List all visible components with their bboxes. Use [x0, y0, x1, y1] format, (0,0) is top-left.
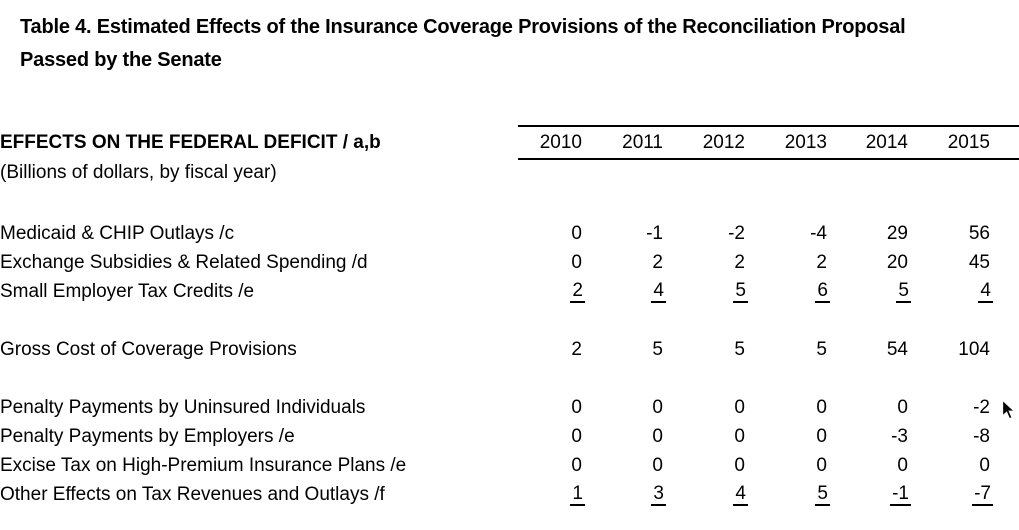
deficit-table: EFFECTS ON THE FEDERAL DEFICIT / a,b 201… — [0, 125, 1019, 509]
value-cell: 5 — [663, 277, 748, 306]
value-cell: 0 — [816, 425, 827, 447]
value-cell: 54 — [886, 338, 908, 360]
value-cell: 0 — [734, 396, 745, 418]
value-cell: 0 — [897, 454, 908, 476]
value-cell: 5 — [734, 338, 745, 360]
value-cell: 4 — [908, 277, 1019, 306]
table-row-medicaid-chip: Medicaid & CHIP Outlays /c 0 -1 -2 -4 29… — [0, 219, 1019, 248]
spacer-row — [0, 187, 1019, 219]
year-column-header: 2011 — [582, 125, 663, 160]
row-label: Penalty Payments by Employers /e — [0, 425, 295, 447]
units-row: (Billions of dollars, by fiscal year) — [0, 159, 1019, 187]
value-cell: 45 — [968, 251, 990, 273]
value-cell: 0 — [816, 454, 827, 476]
deficit-table-wrap: EFFECTS ON THE FEDERAL DEFICIT / a,b 201… — [0, 125, 1019, 509]
value-cell: 0 — [734, 425, 745, 447]
year-column-header: 2013 — [745, 125, 827, 160]
value-cell: 5 — [745, 480, 830, 509]
value-cell: 4 — [663, 480, 748, 509]
spacer-row — [0, 364, 1019, 393]
value-cell: 0 — [571, 251, 582, 273]
row-label: Small Employer Tax Credits /e — [0, 280, 255, 302]
year-column-header: 2010 — [518, 125, 582, 160]
value-cell: 0 — [571, 222, 582, 244]
table-row-small-employer-credits: Small Employer Tax Credits /e 2 4 5 6 5 … — [0, 277, 1019, 306]
year-column-header: 2014 — [827, 125, 908, 160]
value-cell: 56 — [968, 222, 990, 244]
value-cell: 2 — [518, 277, 585, 306]
value-cell: -4 — [810, 222, 827, 244]
row-label: Exchange Subsidies & Related Spending /d — [0, 251, 368, 273]
value-cell: -2 — [973, 396, 990, 418]
table-row-excise-tax: Excise Tax on High-Premium Insurance Pla… — [0, 451, 1019, 480]
row-label: Excise Tax on High-Premium Insurance Pla… — [0, 454, 407, 476]
value-cell: 3 — [582, 480, 666, 509]
table-row-other-effects: Other Effects on Tax Revenues and Outlay… — [0, 480, 1019, 509]
value-cell: 0 — [652, 425, 663, 447]
value-cell: 0 — [897, 396, 908, 418]
value-cell: 0 — [652, 454, 663, 476]
value-cell: 0 — [571, 396, 582, 418]
value-cell: 0 — [571, 454, 582, 476]
year-column-header: 2012 — [663, 125, 745, 160]
section-heading: EFFECTS ON THE FEDERAL DEFICIT / a,b — [0, 131, 381, 153]
row-label: Gross Cost of Coverage Provisions — [0, 338, 297, 360]
value-cell: 5 — [652, 338, 663, 360]
value-cell: 20 — [886, 251, 908, 273]
value-cell: 0 — [816, 396, 827, 418]
value-cell: 2 — [816, 251, 827, 273]
value-cell: 0 — [734, 454, 745, 476]
table-row-exchange-subsidies: Exchange Subsidies & Related Spending /d… — [0, 248, 1019, 277]
value-cell: -8 — [973, 425, 990, 447]
value-cell: 4 — [582, 277, 666, 306]
units-note: (Billions of dollars, by fiscal year) — [0, 162, 277, 183]
table-title: Table 4. Estimated Effects of the Insura… — [20, 11, 1019, 77]
value-cell: 2 — [734, 251, 745, 273]
year-column-header: 2015 — [908, 125, 1019, 160]
table-row-penalty-employers: Penalty Payments by Employers /e 0 0 0 0… — [0, 422, 1019, 451]
spacer-row — [0, 306, 1019, 335]
row-label: Medicaid & CHIP Outlays /c — [0, 222, 235, 244]
value-cell: -3 — [891, 425, 908, 447]
value-cell: 5 — [816, 338, 827, 360]
value-cell: 104 — [958, 338, 990, 360]
value-cell: -7 — [908, 480, 1019, 509]
value-cell: -1 — [646, 222, 663, 244]
value-cell: 2 — [652, 251, 663, 273]
table-row-gross-cost: Gross Cost of Coverage Provisions 2 5 5 … — [0, 335, 1019, 364]
table-title-line2: Passed by the Senate — [20, 49, 222, 71]
table-header-row: EFFECTS ON THE FEDERAL DEFICIT / a,b 201… — [0, 125, 1019, 160]
row-label: Penalty Payments by Uninsured Individual… — [0, 396, 366, 418]
row-label: Other Effects on Tax Revenues and Outlay… — [0, 483, 385, 505]
value-cell: 0 — [571, 425, 582, 447]
value-cell: 1 — [518, 480, 585, 509]
value-cell: 0 — [652, 396, 663, 418]
value-cell: 2 — [571, 338, 582, 360]
table-title-line1: Table 4. Estimated Effects of the Insura… — [20, 16, 906, 38]
value-cell: 0 — [979, 454, 990, 476]
table-row-penalty-uninsured: Penalty Payments by Uninsured Individual… — [0, 393, 1019, 422]
empty-cell — [518, 159, 1019, 187]
value-cell: -2 — [728, 222, 745, 244]
value-cell: -1 — [827, 480, 911, 509]
value-cell: 6 — [745, 277, 830, 306]
value-cell: 29 — [886, 222, 908, 244]
value-cell: 5 — [827, 277, 911, 306]
